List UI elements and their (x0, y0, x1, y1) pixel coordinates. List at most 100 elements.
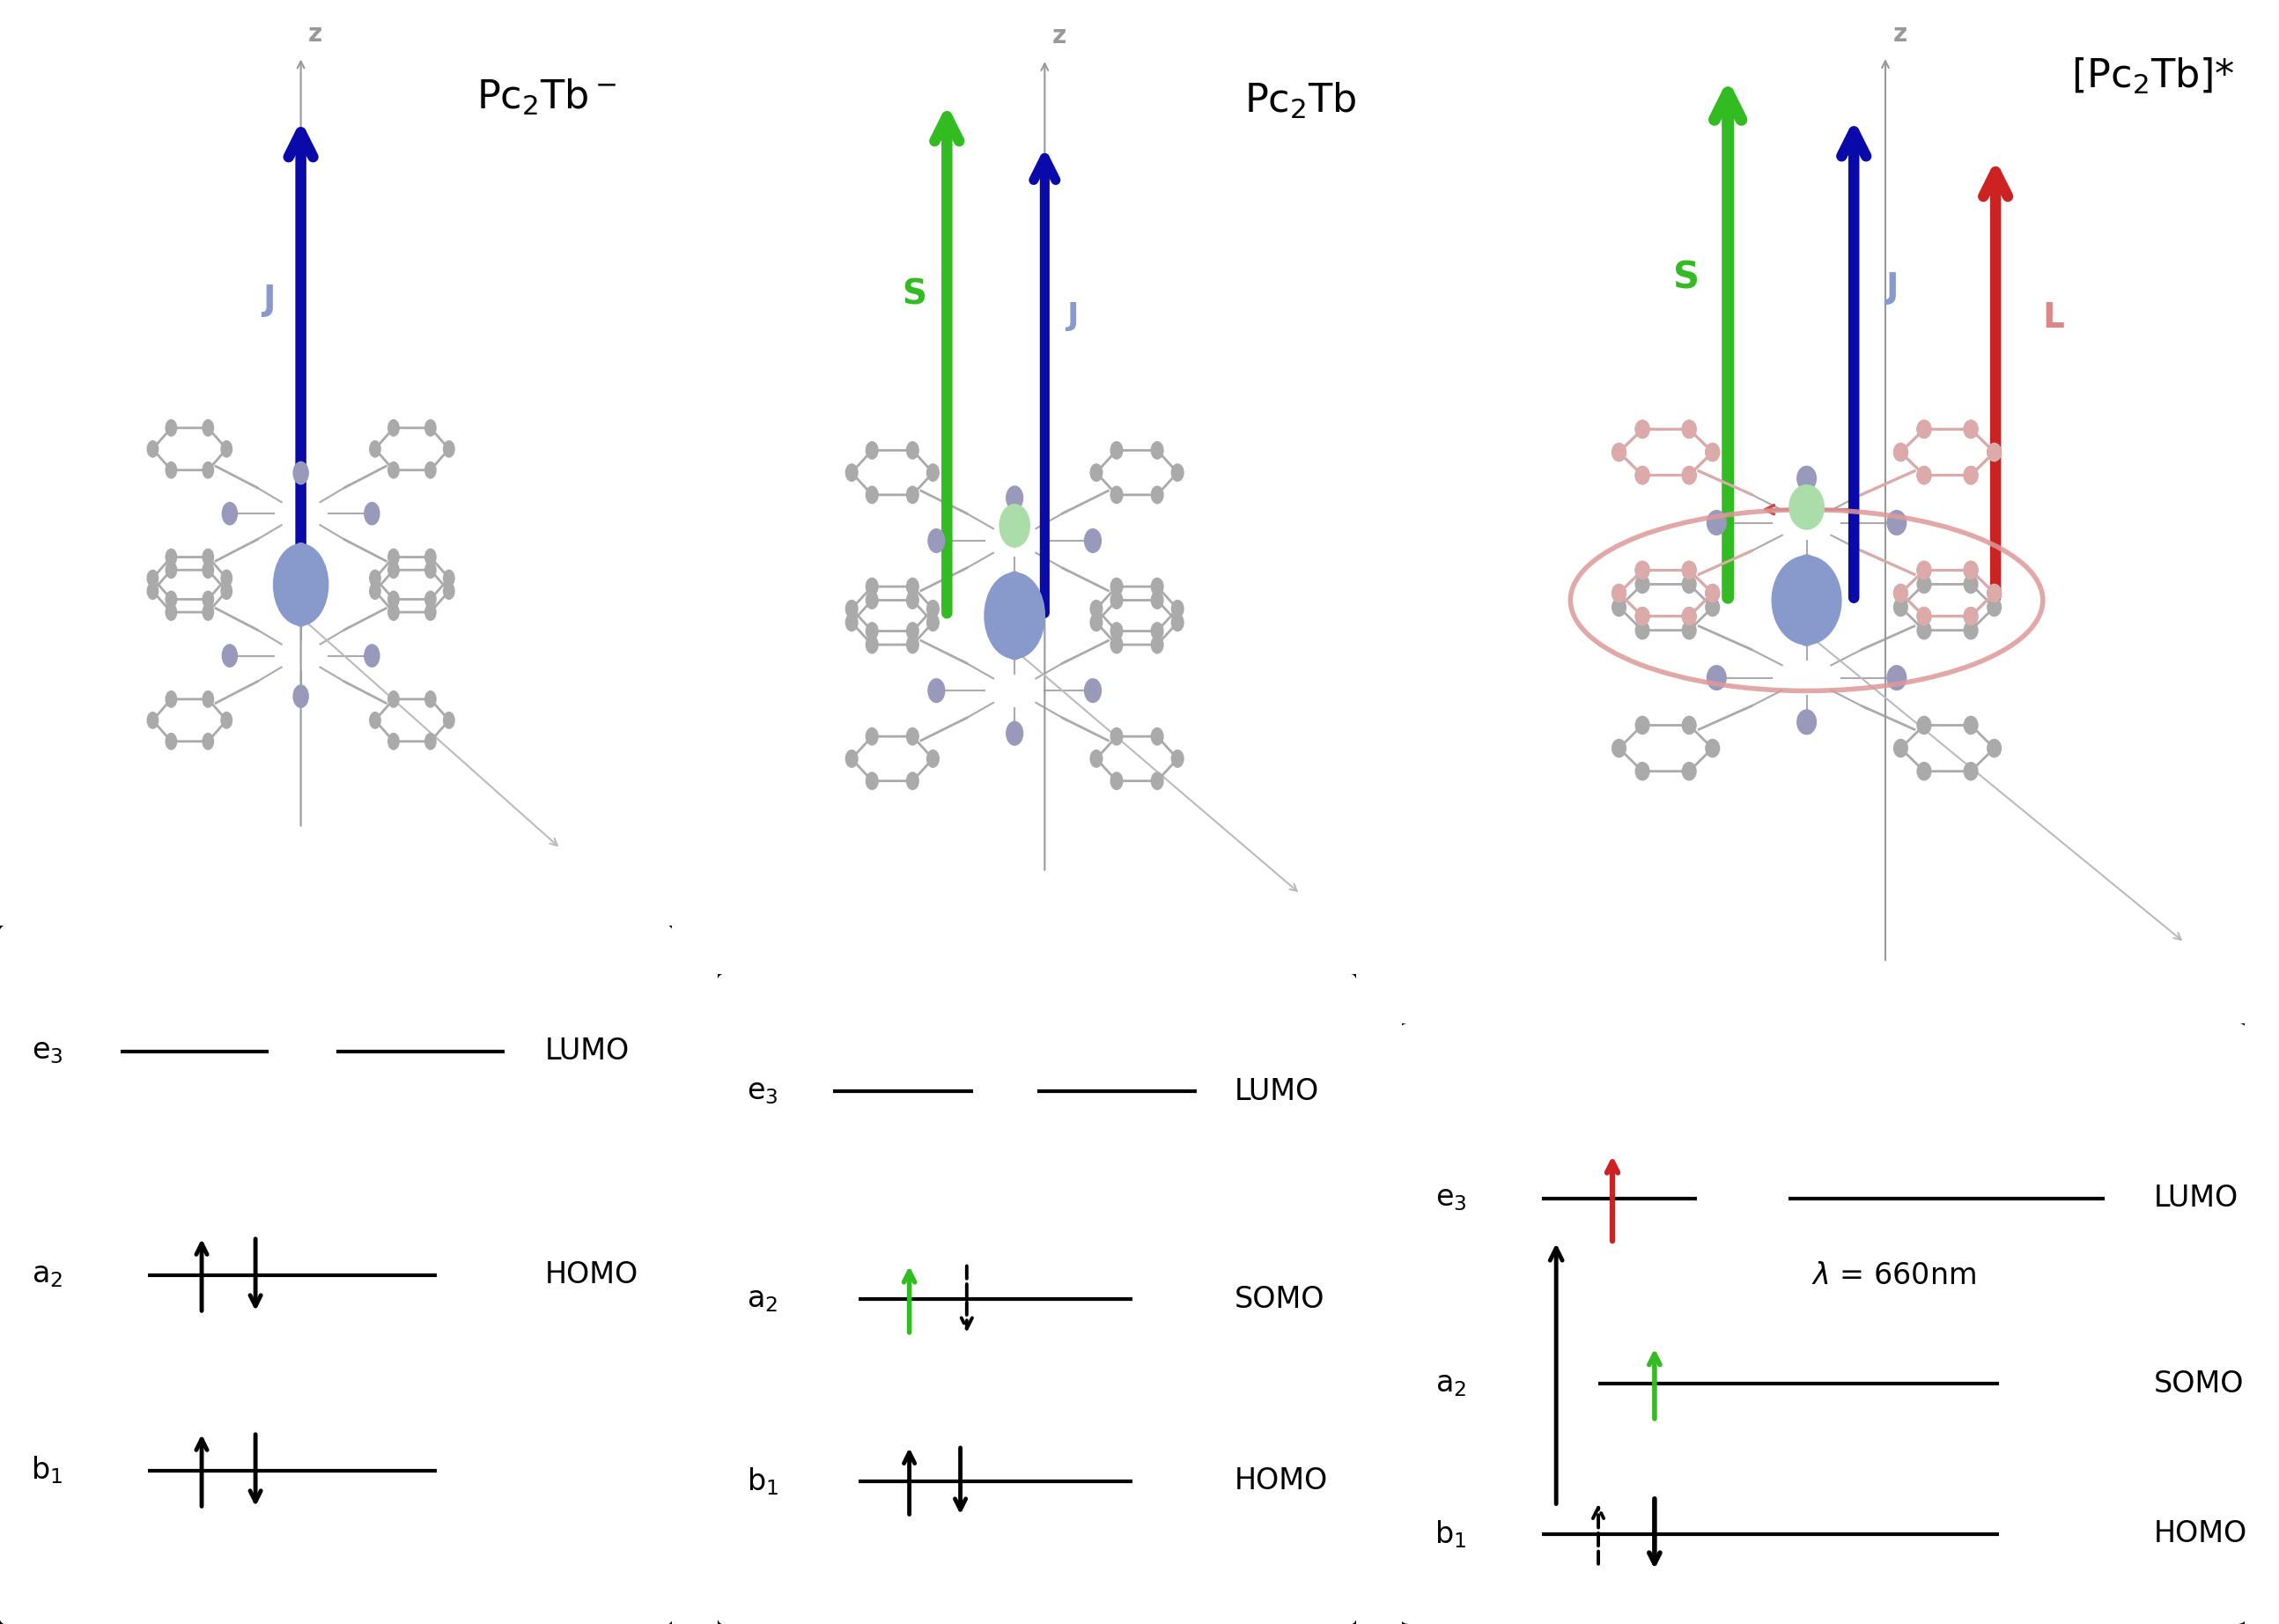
Circle shape (1089, 601, 1103, 617)
Circle shape (387, 419, 399, 435)
Circle shape (1705, 443, 1718, 461)
Circle shape (1894, 443, 1908, 461)
Circle shape (1151, 591, 1162, 609)
Circle shape (166, 604, 178, 620)
Circle shape (1110, 622, 1124, 640)
Circle shape (1789, 486, 1823, 529)
Text: SOMO: SOMO (2154, 1369, 2245, 1398)
Text: S: S (902, 278, 928, 312)
Circle shape (1636, 575, 1650, 593)
Circle shape (203, 591, 214, 607)
Circle shape (1894, 598, 1908, 615)
Text: [Pc$_2$Tb]*: [Pc$_2$Tb]* (2072, 57, 2236, 96)
Circle shape (1887, 666, 1905, 690)
Circle shape (1798, 622, 1816, 646)
Circle shape (1987, 739, 2001, 757)
Circle shape (1987, 443, 2001, 461)
Circle shape (1110, 442, 1124, 460)
Circle shape (424, 461, 435, 477)
Circle shape (1682, 607, 1696, 625)
Circle shape (1964, 421, 1978, 438)
Circle shape (1611, 443, 1625, 461)
Text: Pc$_2$Tb: Pc$_2$Tb (1244, 81, 1356, 120)
Circle shape (907, 728, 918, 745)
Circle shape (203, 604, 214, 620)
Circle shape (928, 679, 946, 702)
Circle shape (148, 570, 157, 586)
Circle shape (1917, 466, 1930, 484)
Circle shape (1894, 443, 1908, 461)
Text: z: z (1053, 24, 1067, 49)
Circle shape (1987, 443, 2001, 461)
Circle shape (1682, 607, 1696, 625)
Circle shape (1987, 585, 2001, 603)
Circle shape (928, 464, 939, 481)
Text: a$_2$: a$_2$ (748, 1285, 777, 1314)
Text: z: z (308, 23, 321, 47)
Circle shape (1917, 421, 1930, 438)
Circle shape (1636, 562, 1650, 580)
FancyBboxPatch shape (0, 922, 675, 1624)
Circle shape (1636, 607, 1650, 625)
Circle shape (1705, 585, 1718, 603)
Circle shape (294, 685, 308, 708)
Circle shape (203, 549, 214, 565)
Text: HOMO: HOMO (2154, 1520, 2247, 1548)
Text: LUMO: LUMO (2154, 1184, 2238, 1213)
Circle shape (1636, 466, 1650, 484)
Text: J: J (262, 284, 276, 317)
Circle shape (148, 583, 157, 599)
Circle shape (1917, 562, 1930, 580)
Circle shape (1705, 585, 1718, 603)
Circle shape (1151, 578, 1162, 594)
Text: LUMO: LUMO (545, 1036, 629, 1065)
Circle shape (928, 750, 939, 767)
Circle shape (424, 562, 435, 578)
Circle shape (866, 591, 877, 609)
Circle shape (1636, 762, 1650, 780)
Circle shape (1636, 562, 1650, 580)
Circle shape (1682, 562, 1696, 580)
Circle shape (1894, 585, 1908, 603)
FancyBboxPatch shape (1397, 1020, 2249, 1624)
Circle shape (866, 728, 877, 745)
Circle shape (1007, 486, 1023, 510)
Circle shape (1110, 591, 1124, 609)
Circle shape (1917, 607, 1930, 625)
Circle shape (1917, 607, 1930, 625)
Text: z: z (1894, 21, 1908, 47)
Circle shape (387, 692, 399, 708)
Circle shape (1682, 421, 1696, 438)
Circle shape (1171, 614, 1183, 632)
Circle shape (1007, 721, 1023, 745)
Circle shape (1887, 510, 1905, 534)
Text: LUMO: LUMO (1235, 1077, 1320, 1106)
FancyBboxPatch shape (716, 971, 1358, 1624)
Text: e$_3$: e$_3$ (32, 1036, 64, 1065)
Circle shape (1151, 637, 1162, 653)
Text: HOMO: HOMO (1235, 1466, 1329, 1496)
Circle shape (1089, 750, 1103, 767)
Circle shape (1964, 421, 1978, 438)
Circle shape (203, 461, 214, 477)
Circle shape (907, 591, 918, 609)
Circle shape (387, 562, 399, 578)
Circle shape (907, 637, 918, 653)
Circle shape (1007, 572, 1023, 596)
Circle shape (365, 645, 378, 667)
Circle shape (1089, 614, 1103, 632)
Circle shape (1611, 443, 1625, 461)
Circle shape (1705, 443, 1718, 461)
Circle shape (387, 549, 399, 565)
Circle shape (294, 542, 308, 565)
Circle shape (444, 440, 454, 456)
Circle shape (148, 440, 157, 456)
Circle shape (1151, 486, 1162, 503)
Circle shape (1964, 466, 1978, 484)
Circle shape (907, 773, 918, 789)
Circle shape (866, 442, 877, 460)
Circle shape (1682, 622, 1696, 640)
Circle shape (1636, 466, 1650, 484)
Circle shape (907, 578, 918, 594)
Text: L: L (2042, 302, 2065, 335)
